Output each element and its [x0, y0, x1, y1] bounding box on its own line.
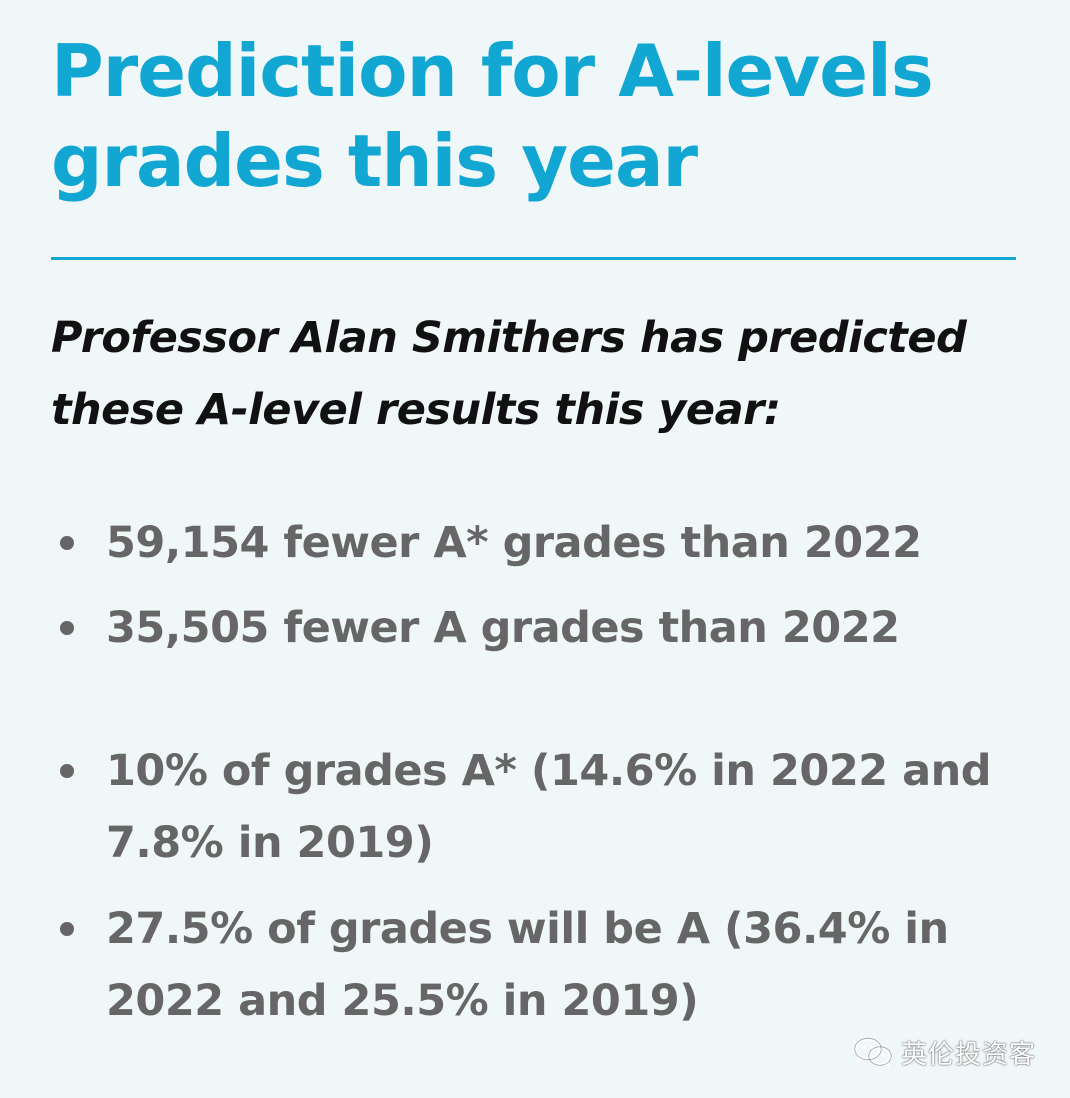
list-item-text: 27.5% of grades will be A (36.4% in 2022… — [106, 904, 949, 1026]
list-item-text: 59,154 fewer A* grades than 2022 — [106, 518, 922, 568]
list-item-text: 10% of grades A* (14.6% in 2022 and 7.8%… — [106, 746, 992, 868]
wechat-icon — [854, 1037, 892, 1068]
list-item-text: 35,505 fewer A grades than 2022 — [106, 603, 900, 653]
list-item: 10% of grades A* (14.6% in 2022 and 7.8%… — [60, 735, 1020, 879]
watermark: 英伦投资客 — [853, 1032, 1036, 1072]
watermark-text: 英伦投资客 — [900, 1039, 1036, 1070]
bullet-dot-icon — [60, 621, 74, 635]
list-item: 27.5% of grades will be A (36.4% in 2022… — [60, 893, 1020, 1037]
bullet-dot-icon — [60, 922, 74, 936]
bullet-dot-icon — [60, 536, 74, 550]
bullet-dot-icon — [60, 764, 74, 778]
title-divider — [51, 257, 1016, 260]
intro-text: Professor Alan Smithers has predicted th… — [51, 313, 967, 435]
list-item: 59,154 fewer A* grades than 2022 — [60, 507, 1020, 579]
list-item: 35,505 fewer A grades than 2022 — [60, 592, 1020, 664]
page-title: Prediction for A-levels grades this year — [51, 29, 934, 203]
